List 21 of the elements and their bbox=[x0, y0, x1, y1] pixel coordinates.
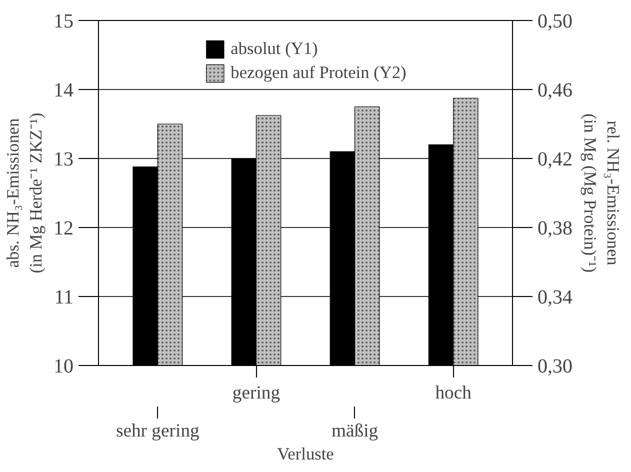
x-tick-label: gering bbox=[232, 382, 280, 404]
x-tick-label: hoch bbox=[435, 382, 472, 404]
y-tick-label: 13 bbox=[54, 148, 74, 170]
y-tick-label: 12 bbox=[54, 218, 74, 240]
legend-label: absolut (Y1) bbox=[230, 39, 318, 59]
y-tick-label: 10 bbox=[54, 356, 74, 378]
y2-tick-label: 0,46 bbox=[538, 80, 572, 102]
y2-tick-label: 0,34 bbox=[538, 286, 572, 308]
x-tick-label: sehr gering bbox=[116, 420, 200, 442]
y2-tick-label: 0,42 bbox=[538, 148, 572, 170]
legend-label: bezogen auf Protein (Y2) bbox=[230, 63, 406, 83]
y-axis-title: abs. NH₃-Emissionen (in Mg Herde⁻¹ ZKZ⁻¹) bbox=[4, 112, 46, 274]
y-tick-label: 11 bbox=[54, 286, 74, 308]
y-tick-label: 14 bbox=[54, 80, 74, 102]
y-tick-label: 15 bbox=[54, 10, 74, 32]
y2-tick-label: 0,50 bbox=[538, 10, 572, 32]
x-tick-label: mäßig bbox=[331, 420, 378, 442]
y2-tick-label: 0,38 bbox=[538, 218, 572, 240]
y2-axis-title: rel. NH₃-Emissionen (in Mg (Mg Protein)⁻¹) bbox=[580, 114, 622, 273]
x-axis-title: Verluste bbox=[277, 444, 334, 464]
y2-tick-label: 0,30 bbox=[538, 356, 572, 378]
